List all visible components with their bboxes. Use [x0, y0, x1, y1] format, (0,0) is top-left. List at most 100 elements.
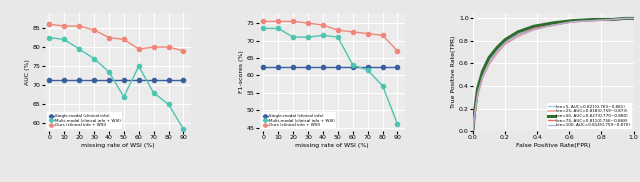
Ours (clinical info + WSI): [120, 38, 127, 41]
len=5, AUC=0.821(0.763~0.881): [589, 18, 597, 21]
Single-modal (clinical info): [60, 78, 68, 81]
Multi-modal (clinical info + WSI): [76, 48, 83, 50]
len=25, AUC=0.818(0.759~0.873): [621, 17, 629, 19]
len=50, AUC=0.827(0.770~0.880): [493, 47, 501, 49]
Ours (clinical info + WSI): [90, 29, 98, 31]
Line: Single-modal (clinical info): Single-modal (clinical info): [261, 65, 399, 69]
Multi-modal (clinical info + WSI): [379, 85, 387, 87]
len=50, AUC=0.827(0.770~0.880): [514, 31, 522, 33]
Multi-modal (clinical info + WSI): [135, 65, 143, 67]
Ours (clinical info + WSI): [259, 20, 267, 23]
len=5, AUC=0.821(0.763~0.881): [569, 21, 577, 23]
len=5, AUC=0.821(0.763~0.881): [609, 18, 616, 21]
len=50, AUC=0.827(0.770~0.880): [479, 70, 486, 72]
Ours (clinical info + WSI): [275, 20, 282, 23]
len=50, AUC=0.827(0.770~0.880): [569, 19, 577, 22]
Single-modal (clinical info): [45, 78, 53, 81]
len=50, AUC=0.827(0.770~0.880): [470, 111, 478, 113]
Multi-modal (clinical info + WSI): [150, 92, 157, 94]
Legend: Single-modal (clinical info), Multi-modal (clinical info + WSI), Ours (clinical : Single-modal (clinical info), Multi-moda…: [47, 112, 122, 129]
Ours (clinical info + WSI): [289, 20, 297, 23]
len=25, AUC=0.818(0.759~0.873): [493, 52, 501, 54]
Line: len=5, AUC=0.821(0.763~0.881): len=5, AUC=0.821(0.763~0.881): [473, 18, 634, 131]
Ours (clinical info + WSI): [60, 25, 68, 27]
len=5, AUC=0.821(0.763~0.881): [493, 49, 501, 51]
Single-modal (clinical info): [304, 66, 312, 68]
len=5, AUC=0.821(0.763~0.881): [514, 33, 522, 35]
Ours (clinical info + WSI): [76, 25, 83, 27]
len=100, AUC=0.814(0.759~0.870): [493, 51, 501, 53]
len=100, AUC=0.814(0.759~0.870): [609, 18, 616, 21]
Ours (clinical info + WSI): [304, 22, 312, 24]
Multi-modal (clinical info + WSI): [304, 36, 312, 38]
len=25, AUC=0.818(0.759~0.873): [609, 18, 616, 21]
len=100, AUC=0.814(0.759~0.870): [630, 17, 637, 19]
len=75, AUC=0.811(0.756~0.868): [493, 51, 501, 53]
Line: len=50, AUC=0.827(0.770~0.880): len=50, AUC=0.827(0.770~0.880): [473, 18, 634, 131]
len=75, AUC=0.811(0.756~0.868): [485, 62, 493, 65]
Ours (clinical info + WSI): [394, 50, 401, 52]
Line: Ours (clinical info + WSI): Ours (clinical info + WSI): [261, 19, 399, 53]
Ours (clinical info + WSI): [364, 33, 371, 35]
Multi-modal (clinical info + WSI): [45, 36, 53, 39]
Multi-modal (clinical info + WSI): [180, 128, 188, 130]
len=75, AUC=0.811(0.756~0.868): [470, 114, 478, 116]
Ours (clinical info + WSI): [164, 46, 172, 48]
len=5, AUC=0.821(0.763~0.881): [621, 17, 629, 19]
len=50, AUC=0.827(0.770~0.880): [530, 25, 538, 27]
len=100, AUC=0.814(0.759~0.870): [469, 130, 477, 132]
Line: Ours (clinical info + WSI): Ours (clinical info + WSI): [47, 22, 186, 53]
Single-modal (clinical info): [289, 66, 297, 68]
Multi-modal (clinical info + WSI): [275, 27, 282, 29]
len=25, AUC=0.818(0.759~0.873): [530, 29, 538, 31]
Line: len=100, AUC=0.814(0.759~0.870): len=100, AUC=0.814(0.759~0.870): [473, 18, 634, 131]
len=25, AUC=0.818(0.759~0.873): [485, 64, 493, 66]
len=100, AUC=0.814(0.759~0.870): [485, 62, 493, 65]
Multi-modal (clinical info + WSI): [319, 34, 327, 36]
Single-modal (clinical info): [164, 78, 172, 81]
len=75, AUC=0.811(0.756~0.868): [621, 17, 629, 19]
len=50, AUC=0.827(0.770~0.880): [589, 18, 597, 21]
len=50, AUC=0.827(0.770~0.880): [501, 39, 509, 41]
len=5, AUC=0.821(0.763~0.881): [549, 23, 557, 25]
Single-modal (clinical info): [259, 66, 267, 68]
Single-modal (clinical info): [76, 78, 83, 81]
len=75, AUC=0.811(0.756~0.868): [514, 34, 522, 36]
len=75, AUC=0.811(0.756~0.868): [479, 76, 486, 78]
Line: len=25, AUC=0.818(0.759~0.873): len=25, AUC=0.818(0.759~0.873): [473, 18, 634, 131]
len=5, AUC=0.821(0.763~0.881): [630, 17, 637, 19]
len=75, AUC=0.811(0.756~0.868): [501, 42, 509, 44]
len=50, AUC=0.827(0.770~0.880): [485, 57, 493, 59]
Ours (clinical info + WSI): [349, 31, 356, 33]
Ours (clinical info + WSI): [180, 50, 188, 52]
len=100, AUC=0.814(0.759~0.870): [549, 24, 557, 26]
len=100, AUC=0.814(0.759~0.870): [569, 21, 577, 23]
len=25, AUC=0.818(0.759~0.873): [470, 115, 478, 118]
Multi-modal (clinical info + WSI): [259, 27, 267, 29]
len=50, AUC=0.827(0.770~0.880): [630, 17, 637, 19]
len=5, AUC=0.821(0.763~0.881): [501, 41, 509, 43]
len=5, AUC=0.821(0.763~0.881): [474, 90, 481, 93]
len=75, AUC=0.811(0.756~0.868): [474, 93, 481, 95]
Multi-modal (clinical info + WSI): [349, 64, 356, 66]
Multi-modal (clinical info + WSI): [90, 58, 98, 60]
len=100, AUC=0.814(0.759~0.870): [501, 42, 509, 44]
X-axis label: missing rate of WSI (%): missing rate of WSI (%): [81, 143, 155, 148]
Multi-modal (clinical info + WSI): [120, 96, 127, 98]
len=75, AUC=0.811(0.756~0.868): [469, 130, 477, 132]
Ours (clinical info + WSI): [379, 34, 387, 36]
Ours (clinical info + WSI): [150, 46, 157, 48]
len=100, AUC=0.814(0.759~0.870): [589, 19, 597, 22]
len=50, AUC=0.827(0.770~0.880): [469, 130, 477, 132]
Y-axis label: AUC (%): AUC (%): [25, 59, 30, 85]
len=75, AUC=0.811(0.756~0.868): [609, 18, 616, 21]
len=25, AUC=0.818(0.759~0.873): [479, 77, 486, 79]
len=5, AUC=0.821(0.763~0.881): [530, 27, 538, 30]
len=100, AUC=0.814(0.759~0.870): [479, 76, 486, 78]
len=50, AUC=0.827(0.770~0.880): [621, 17, 629, 19]
len=25, AUC=0.818(0.759~0.873): [569, 21, 577, 23]
Single-modal (clinical info): [105, 78, 113, 81]
X-axis label: False Positive Rate(FPR): False Positive Rate(FPR): [516, 143, 591, 148]
Line: Multi-modal (clinical info + WSI): Multi-modal (clinical info + WSI): [261, 26, 399, 126]
Legend: len=5, AUC=0.821(0.763~0.881), len=25, AUC=0.818(0.759~0.873), len=50, AUC=0.827: len=5, AUC=0.821(0.763~0.881), len=25, A…: [547, 103, 632, 129]
